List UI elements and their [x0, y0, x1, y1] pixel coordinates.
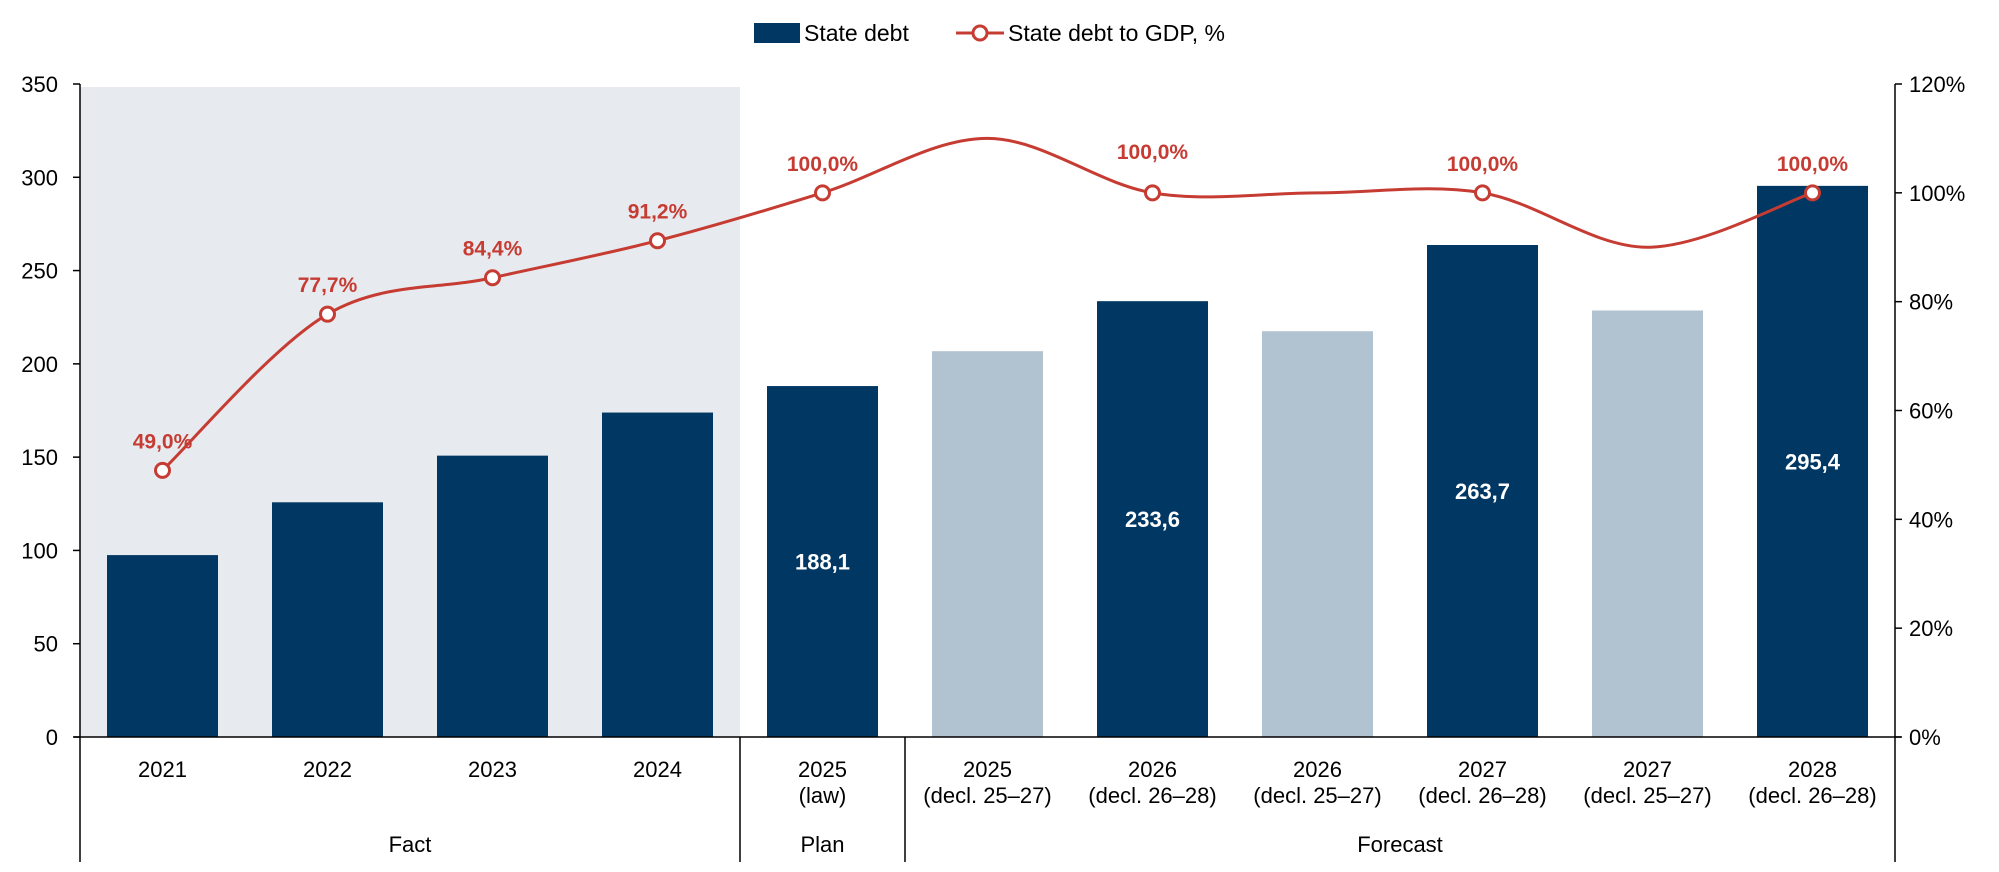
- category-labels: 2021 2022 2023 2024 2025(law)2025(decl. 25–2…: [138, 757, 1877, 808]
- line-value-label-3: 91,2%: [628, 201, 688, 224]
- debt-to-gdp-line: [161, 136, 1813, 472]
- right-tick-label-1: 20%: [1909, 616, 1953, 641]
- category-label-9-0: 2027: [1623, 757, 1672, 782]
- left-tick-label-6: 300: [21, 165, 58, 190]
- category-label-7-0: 2026: [1293, 757, 1342, 782]
- right-tick-label-2: 40%: [1909, 507, 1953, 532]
- legend-bar-swatch: [754, 23, 800, 43]
- bar-7: [1262, 331, 1373, 737]
- legend-label-state-debt: State debt: [804, 20, 909, 46]
- category-label-1-0: 2022: [303, 757, 352, 782]
- category-label-4-1: (law): [799, 783, 847, 808]
- right-tick-label-3: 60%: [1909, 399, 1953, 424]
- bar-9: [1592, 310, 1703, 737]
- line-marker-0: [154, 461, 171, 479]
- left-tick-label-7: 350: [21, 72, 58, 97]
- line-marker-4: [814, 184, 831, 202]
- bar-3: [602, 412, 713, 737]
- group-label-1: Plan: [800, 832, 844, 857]
- line-marker-6: [1144, 184, 1161, 202]
- bar-2: [437, 455, 548, 737]
- left-tick-label-5: 250: [21, 259, 58, 284]
- left-tick-label-1: 50: [34, 632, 58, 657]
- debt-to-gdp-markers: [154, 184, 1821, 479]
- period-groups: Fact Plan Forecast: [389, 832, 1443, 857]
- bar-4: [767, 386, 878, 737]
- group-label-2: Forecast: [1357, 832, 1443, 857]
- bar-value-label-10: 295,4: [1785, 449, 1841, 474]
- category-label-8-0: 2027: [1458, 757, 1507, 782]
- group-label-0: Fact: [389, 832, 432, 857]
- left-tick-label-0: 0: [46, 725, 58, 750]
- right-axis-ticks: 0% 20% 40% 60% 80% 100% 120%: [1895, 72, 1965, 750]
- bar-1: [272, 502, 383, 737]
- category-label-4-0: 2025: [798, 757, 847, 782]
- left-tick-label-4: 200: [21, 352, 58, 377]
- line-value-label-6: 100,0%: [1117, 141, 1189, 164]
- line-marker-1: [319, 305, 336, 323]
- bar-5: [932, 351, 1043, 737]
- category-label-6-1: (decl. 26–28): [1088, 783, 1216, 808]
- line-value-label-2: 84,4%: [463, 238, 523, 261]
- category-label-10-0: 2028: [1788, 757, 1837, 782]
- category-label-5-0: 2025: [963, 757, 1012, 782]
- bar-8: [1427, 245, 1538, 737]
- legend-line-marker: [971, 24, 989, 42]
- state-debt-bars: [107, 185, 1868, 738]
- category-label-6-0: 2026: [1128, 757, 1177, 782]
- line-marker-2: [484, 269, 501, 287]
- line-marker-10: [1804, 184, 1821, 202]
- category-label-8-1: (decl. 26–28): [1418, 783, 1546, 808]
- bar-value-label-8: 263,7: [1455, 479, 1510, 504]
- line-value-label-1: 77,7%: [298, 274, 358, 297]
- bar-value-labels: 188,1 233,6 263,7 295,4: [795, 449, 1841, 574]
- line-marker-3: [649, 232, 666, 250]
- category-label-7-1: (decl. 25–27): [1253, 783, 1381, 808]
- line-value-label-4: 100,0%: [787, 153, 859, 176]
- line-value-label-0: 49,0%: [133, 430, 193, 453]
- category-label-9-1: (decl. 25–27): [1583, 783, 1711, 808]
- right-tick-label-5: 100%: [1909, 181, 1965, 206]
- right-tick-label-0: 0%: [1909, 725, 1941, 750]
- right-tick-label-4: 80%: [1909, 290, 1953, 315]
- category-label-10-1: (decl. 26–28): [1748, 783, 1876, 808]
- category-label-2-0: 2023: [468, 757, 517, 782]
- axes: [74, 84, 1901, 862]
- left-tick-label-3: 150: [21, 445, 58, 470]
- category-label-3-0: 2024: [633, 757, 682, 782]
- left-axis-ticks: 0 50 100 150 200 250 300 350: [21, 72, 80, 750]
- bar-value-label-6: 233,6: [1125, 507, 1180, 532]
- line-value-label-8: 100,0%: [1447, 153, 1519, 176]
- left-tick-label-2: 100: [21, 538, 58, 563]
- category-label-5-1: (decl. 25–27): [923, 783, 1051, 808]
- legend: State debt State debt to GDP, %: [754, 20, 1225, 46]
- legend-label-debt-to-gdp: State debt to GDP, %: [1008, 20, 1225, 46]
- line-value-label-10: 100,0%: [1777, 153, 1849, 176]
- bar-0: [107, 555, 218, 737]
- bar-6: [1097, 301, 1208, 737]
- line-marker-8: [1474, 184, 1491, 202]
- right-tick-label-6: 120%: [1909, 72, 1965, 97]
- category-label-0-0: 2021: [138, 757, 187, 782]
- bar-10: [1757, 185, 1868, 738]
- bar-value-label-4: 188,1: [795, 550, 850, 575]
- line-value-labels: 49,0% 77,7% 84,4% 91,2% 100,0% 100,0% 100,0% 10…: [133, 141, 1849, 454]
